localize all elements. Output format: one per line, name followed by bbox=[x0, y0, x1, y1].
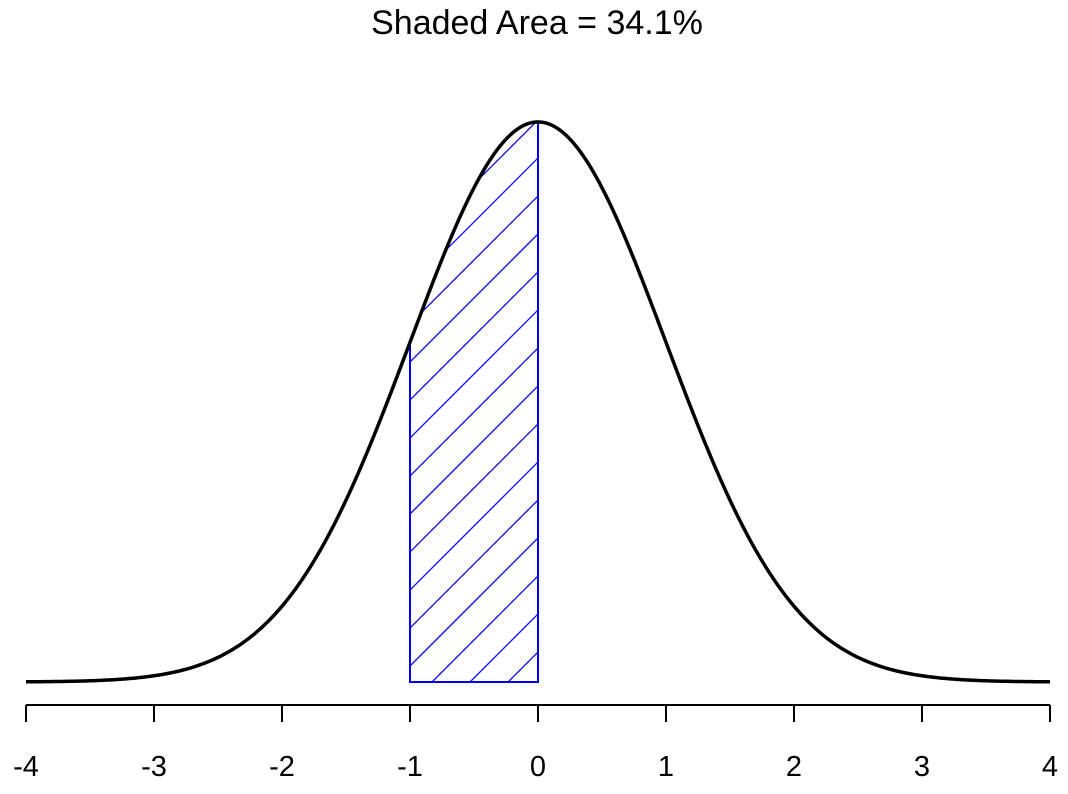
x-tick-label: -3 bbox=[141, 751, 167, 783]
hatch-line bbox=[982, 2, 1068, 702]
hatch-line bbox=[564, 2, 1068, 702]
hatch-line bbox=[410, 121, 538, 682]
x-tick-label: -1 bbox=[397, 751, 423, 783]
chart-title: Shaded Area = 34.1% bbox=[371, 4, 703, 42]
hatch-line bbox=[678, 2, 1068, 702]
hatch-line bbox=[410, 121, 538, 682]
hatch-line bbox=[410, 121, 538, 682]
density-curve bbox=[25, 120, 1051, 684]
x-tick-label: 0 bbox=[530, 751, 546, 783]
hatch-line bbox=[410, 121, 538, 682]
x-tick-label: 1 bbox=[658, 751, 674, 783]
hatch-line bbox=[640, 2, 1068, 702]
hatch-line bbox=[410, 121, 538, 682]
hatch-line bbox=[525, 121, 538, 682]
shaded-region-outline bbox=[409, 120, 539, 683]
hatch-line bbox=[411, 121, 538, 682]
hatch-line bbox=[602, 2, 1068, 702]
hatch-line bbox=[487, 121, 538, 682]
hatch-line bbox=[410, 121, 538, 682]
hatch-line bbox=[410, 121, 538, 682]
hatch-line bbox=[716, 2, 1068, 702]
hatch-line bbox=[410, 121, 538, 682]
hatch-line bbox=[410, 121, 538, 682]
x-tick-label: 3 bbox=[914, 751, 930, 783]
hatch-line bbox=[830, 2, 1068, 702]
x-tick-label: -2 bbox=[269, 751, 295, 783]
hatch-line bbox=[1058, 2, 1068, 702]
hatch-line bbox=[410, 121, 467, 682]
x-tick-label: -4 bbox=[13, 751, 39, 783]
hatch-line bbox=[410, 121, 538, 682]
hatch-line bbox=[410, 121, 538, 682]
x-tick-label: 4 bbox=[1042, 751, 1058, 783]
hatch-line bbox=[0, 2, 352, 702]
hatch-line bbox=[868, 2, 1068, 702]
hatch-line bbox=[449, 121, 538, 682]
x-tick-label: 2 bbox=[786, 751, 802, 783]
hatch-line bbox=[410, 121, 505, 682]
hatch-line bbox=[410, 121, 538, 682]
hatch-line bbox=[0, 2, 390, 702]
x-axis: -4 -3 -2 -1 0 1 2 3 4 bbox=[13, 704, 1058, 783]
hatch-line bbox=[410, 121, 538, 682]
shaded-region-hatching bbox=[0, 2, 1068, 702]
hatch-line bbox=[792, 2, 1068, 702]
hatch-line bbox=[944, 2, 1068, 702]
hatch-line bbox=[1020, 2, 1068, 702]
hatch-line bbox=[410, 121, 538, 682]
hatch-line bbox=[410, 121, 429, 682]
hatch-line bbox=[906, 2, 1068, 702]
hatch-line bbox=[754, 2, 1068, 702]
